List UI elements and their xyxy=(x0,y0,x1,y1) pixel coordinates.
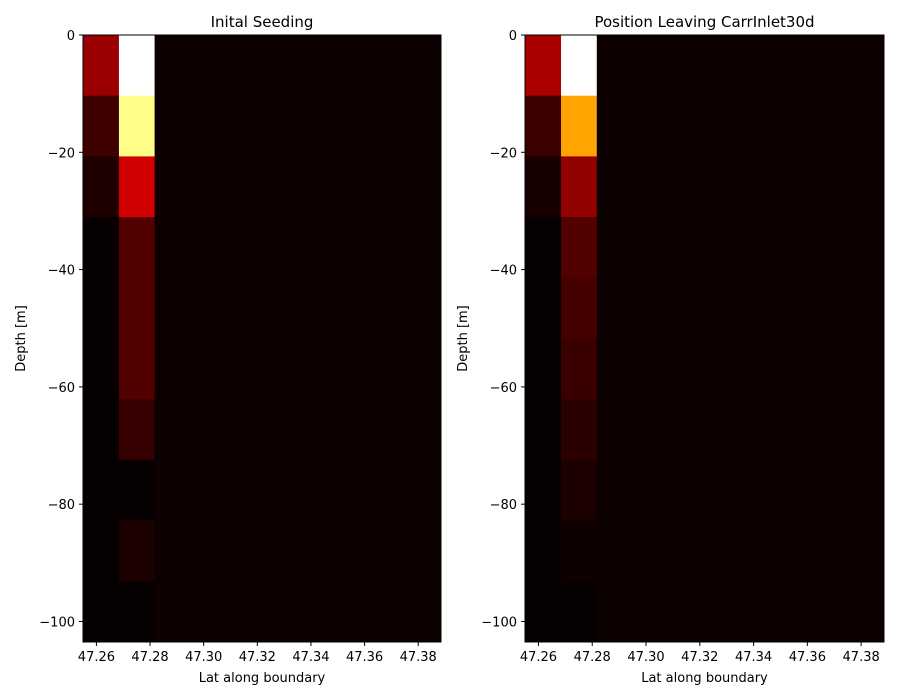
heatmap-cell xyxy=(561,338,598,400)
heatmap-cell xyxy=(596,459,885,522)
heatmap-cell xyxy=(525,217,562,279)
heatmap-cell xyxy=(154,95,442,157)
x-axis-label: Lat along boundary xyxy=(641,671,768,686)
heatmap-cells xyxy=(83,35,442,643)
y-tick-label: −20 xyxy=(48,146,75,161)
heatmap-cell xyxy=(596,156,885,218)
heatmap-cell xyxy=(154,399,442,461)
y-tick-label: −40 xyxy=(490,264,517,279)
y-tick-label: −100 xyxy=(39,615,75,630)
y-tick-label: −80 xyxy=(48,498,75,513)
heatmap-cell xyxy=(83,156,120,218)
heatmap-cell xyxy=(596,338,885,400)
heatmap-cell xyxy=(154,35,442,97)
heatmap-cell xyxy=(525,459,562,522)
x-tick-label: 47.26 xyxy=(78,650,115,665)
y-tick-label: 0 xyxy=(509,29,517,44)
heatmap-cell xyxy=(596,520,885,582)
heatmap-cell xyxy=(525,95,562,157)
heatmap-cell xyxy=(561,520,598,582)
heatmap-cell xyxy=(83,95,120,157)
heatmap-cell xyxy=(154,156,442,218)
y-axis-label: Depth [m] xyxy=(456,305,471,372)
heatmap-cell xyxy=(154,338,442,400)
heatmap-cell xyxy=(596,217,885,279)
plot-frame xyxy=(524,34,885,643)
heatmap-cell xyxy=(561,156,598,218)
x-axis-label: Lat along boundary xyxy=(199,671,326,686)
heatmap-cell xyxy=(118,217,156,279)
y-tick-label: 0 xyxy=(67,29,75,44)
y-tick-label: −40 xyxy=(48,264,75,279)
chart-title: Inital Seeding xyxy=(211,13,314,31)
heatmap-cell xyxy=(83,277,120,339)
x-tick-label: 47.32 xyxy=(681,650,718,665)
heatmap-cell xyxy=(525,35,562,97)
heatmap-cell xyxy=(525,277,562,339)
heatmap-cell xyxy=(118,95,156,157)
heatmap-cell xyxy=(83,338,120,400)
y-tick-label: −60 xyxy=(490,381,517,396)
heatmap-cell xyxy=(83,520,120,582)
x-tick-label: 47.28 xyxy=(574,650,611,665)
plot-frame xyxy=(82,34,442,643)
heatmap-cell xyxy=(525,581,562,643)
heatmap-cell xyxy=(118,277,156,339)
heatmap-cell xyxy=(561,459,598,522)
heatmap-cell xyxy=(525,399,562,461)
heatmap-panel-inital-seeding: 47.26 47.28 47.30 47.32 47.34 47.36 47.38 0 −20 −… xyxy=(14,13,442,686)
heatmap-cell xyxy=(561,35,598,97)
x-tick-label: 47.30 xyxy=(185,650,222,665)
heatmap-cell xyxy=(118,459,156,522)
heatmap-cell xyxy=(118,399,156,461)
x-tick-label: 47.32 xyxy=(239,650,276,665)
heatmap-cell xyxy=(83,217,120,279)
y-tick-label: −60 xyxy=(48,381,75,396)
heatmap-cell xyxy=(83,459,120,522)
x-tick-label: 47.34 xyxy=(735,650,772,665)
heatmap-cell xyxy=(596,399,885,461)
x-tick-label: 47.30 xyxy=(627,650,664,665)
heatmap-cell xyxy=(154,520,442,582)
heatmap-cell xyxy=(596,581,885,643)
heatmap-cell xyxy=(154,217,442,279)
heatmap-cell xyxy=(561,581,598,643)
heatmap-cell xyxy=(525,156,562,218)
x-tick-label: 47.38 xyxy=(400,650,437,665)
heatmap-cell xyxy=(83,35,120,97)
heatmap-cell xyxy=(596,277,885,339)
heatmap-cell xyxy=(154,581,442,643)
heatmap-cell xyxy=(596,35,885,97)
x-tick-label: 47.26 xyxy=(520,650,557,665)
x-tick-label: 47.38 xyxy=(843,650,880,665)
heatmap-cell xyxy=(561,399,598,461)
heatmap-cell xyxy=(154,459,442,522)
heatmap-cell xyxy=(154,277,442,339)
heatmap-panel-position-leaving: 47.26 47.28 47.30 47.32 47.34 47.36 47.38 0 −20 −… xyxy=(456,13,885,686)
heatmap-cell xyxy=(525,338,562,400)
x-tick-label: 47.36 xyxy=(789,650,826,665)
y-tick-label: −80 xyxy=(490,498,517,513)
x-tick-label: 47.34 xyxy=(292,650,329,665)
x-tick-label: 47.28 xyxy=(131,650,168,665)
heatmap-cell xyxy=(118,35,156,97)
y-axis-label: Depth [m] xyxy=(14,305,29,372)
heatmap-cell xyxy=(118,581,156,643)
heatmap-cell xyxy=(83,399,120,461)
y-tick-label: −100 xyxy=(481,615,517,630)
heatmap-cell xyxy=(596,95,885,157)
heatmap-cell xyxy=(118,156,156,218)
chart-title: Position Leaving CarrInlet30d xyxy=(594,13,814,31)
x-tick-label: 47.36 xyxy=(346,650,383,665)
heatmap-cell xyxy=(561,277,598,339)
heatmap-cells xyxy=(525,35,885,643)
heatmap-cell xyxy=(118,338,156,400)
y-tick-label: −20 xyxy=(490,146,517,161)
heatmap-cell xyxy=(525,520,562,582)
heatmap-cell xyxy=(561,95,598,157)
heatmap-cell xyxy=(561,217,598,279)
heatmap-cell xyxy=(118,520,156,582)
heatmap-cell xyxy=(83,581,120,643)
